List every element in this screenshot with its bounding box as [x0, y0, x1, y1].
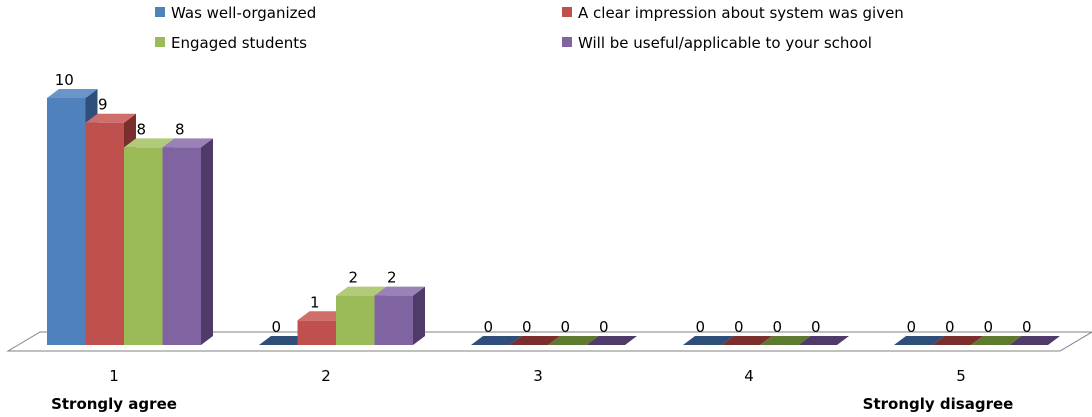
data-label-5-series-3: 0 — [983, 318, 993, 336]
data-label-5-series-2: 0 — [945, 318, 955, 336]
data-label-2-series-1: 0 — [271, 318, 281, 336]
data-label-4-series-3: 0 — [772, 318, 782, 336]
bar-4-series-4 — [798, 336, 849, 345]
data-label-4-series-2: 0 — [734, 318, 744, 336]
data-label-4-series-4: 0 — [811, 318, 821, 336]
category-axis: 1 2 3 4 5 — [109, 367, 966, 385]
tick-label-1: 1 — [109, 367, 119, 385]
bar-4-series-2 — [721, 336, 772, 345]
bar-3-series-1 — [471, 336, 522, 345]
data-label-3-series-2: 0 — [522, 318, 532, 336]
data-label-5-series-4: 0 — [1022, 318, 1032, 336]
tick-label-3: 3 — [533, 367, 543, 385]
legend-swatch-2 — [562, 7, 572, 17]
bar-5-series-2 — [932, 336, 983, 345]
data-labels: 10 9 8 8 0 1 2 2 0 0 0 0 0 0 0 0 0 0 0 0 — [55, 71, 1032, 336]
bars — [47, 89, 1060, 345]
tick-label-4: 4 — [744, 367, 754, 385]
bar-4-series-1 — [683, 336, 734, 345]
data-label-1-series-3: 8 — [136, 120, 146, 138]
legend-swatch-4 — [562, 37, 572, 47]
data-label-2-series-2: 1 — [310, 293, 320, 311]
data-label-3-series-1: 0 — [483, 318, 493, 336]
bar-3-series-4 — [586, 336, 637, 345]
scale-label-strongly-agree: Strongly agree — [51, 395, 177, 413]
bar-4-series-3 — [760, 336, 811, 345]
legend-label-3: Engaged students — [171, 34, 307, 52]
bar-5-series-3 — [971, 336, 1022, 345]
legend-label-4: Will be useful/applicable to your school — [578, 34, 872, 52]
bar-2-series-1 — [259, 336, 310, 345]
data-label-2-series-4: 2 — [387, 269, 397, 287]
legend-swatch-3 — [155, 37, 165, 47]
tick-label-5: 5 — [956, 367, 966, 385]
data-label-1-series-2: 9 — [98, 96, 108, 114]
bar-5-series-4 — [1009, 336, 1060, 345]
data-label-3-series-4: 0 — [599, 318, 609, 336]
scale-label-strongly-disagree: Strongly disagree — [863, 395, 1014, 413]
data-label-4-series-1: 0 — [695, 318, 705, 336]
tick-label-2: 2 — [321, 367, 331, 385]
bar-5-series-1 — [894, 336, 945, 345]
bar-2-series-4 — [374, 286, 425, 345]
bar-3-series-2 — [509, 336, 560, 345]
bar-3-series-3 — [548, 336, 599, 345]
legend-label-1: Was well-organized — [171, 4, 316, 22]
data-label-1-series-4: 8 — [175, 120, 185, 138]
legend-label-2: A clear impression about system was give… — [578, 4, 904, 22]
bar-1-series-4 — [162, 138, 213, 345]
data-label-5-series-1: 0 — [906, 318, 916, 336]
data-label-2-series-3: 2 — [348, 269, 358, 287]
data-label-3-series-3: 0 — [560, 318, 570, 336]
legend-swatch-1 — [155, 7, 165, 17]
data-label-1-series-1: 10 — [55, 71, 74, 89]
legend: Was well-organized A clear impression abo… — [155, 4, 904, 52]
